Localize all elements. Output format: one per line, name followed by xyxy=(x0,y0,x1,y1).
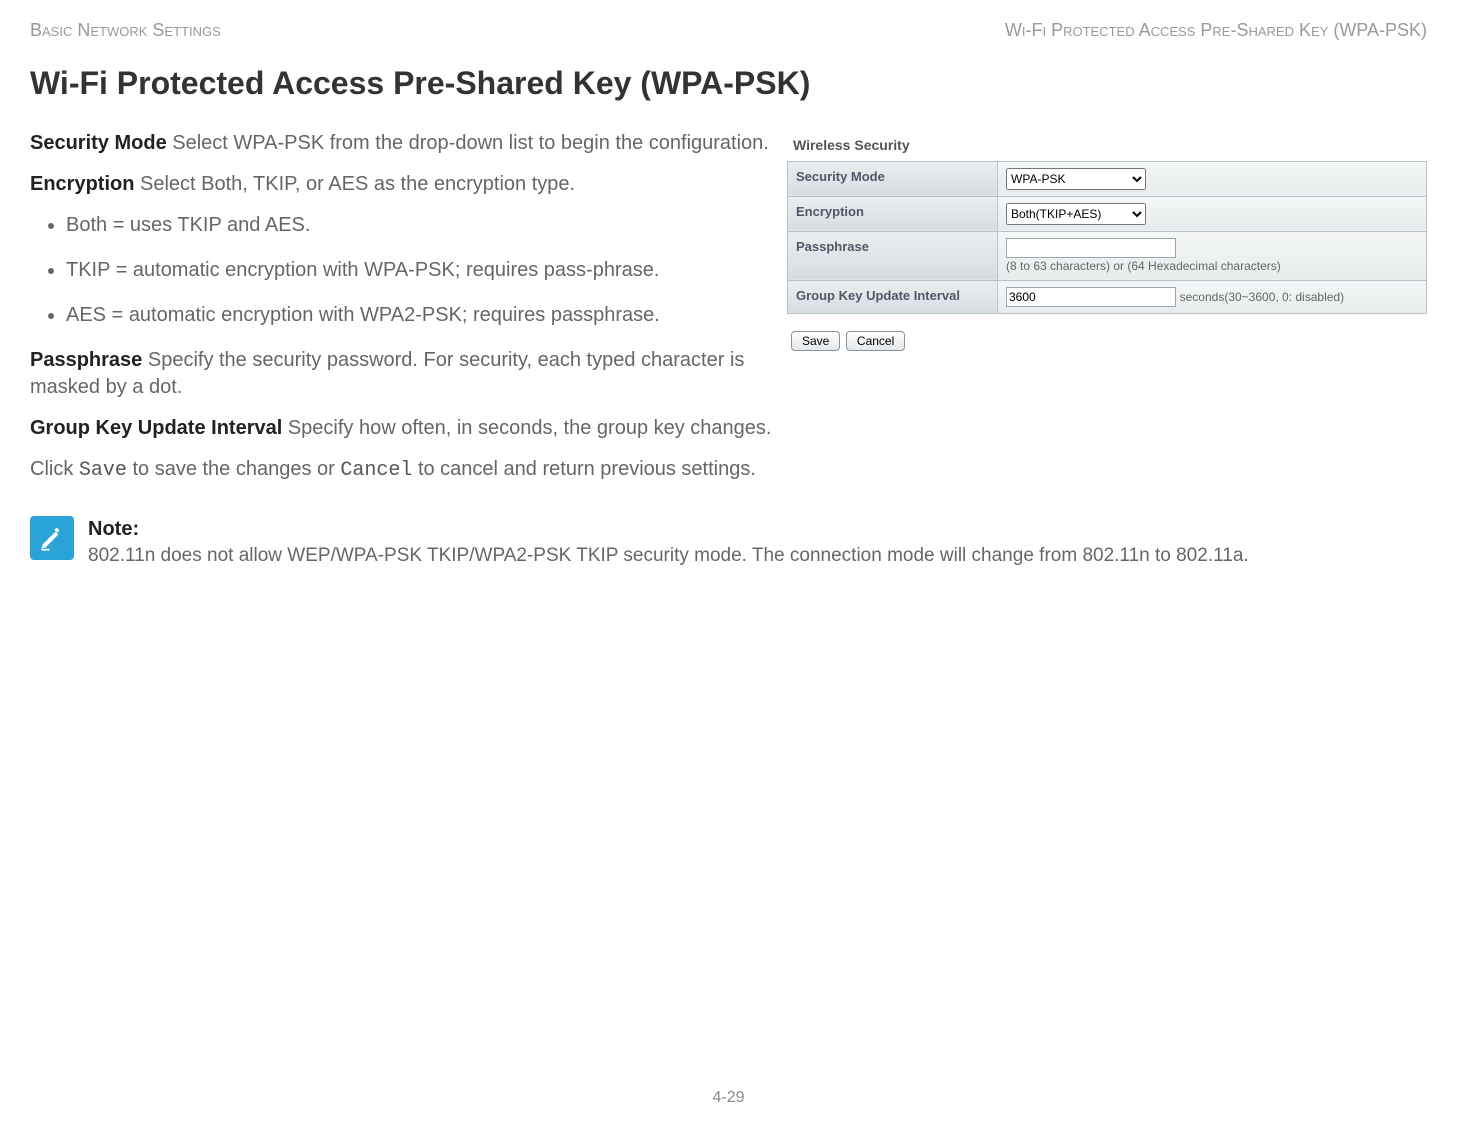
config-table: Security Mode WPA-PSK Encryption Both(TK… xyxy=(787,161,1427,314)
label-security-mode: Security Mode xyxy=(788,161,998,196)
para-gkui: Group Key Update Interval Specify how of… xyxy=(30,415,1427,442)
para-save-cancel: Click Save to save the changes or Cancel… xyxy=(30,456,1427,484)
header-left: Basic Network Settings xyxy=(30,20,221,41)
label-gkui: Group Key Update Interval xyxy=(788,281,998,314)
note-body: Note: 802.11n does not allow WEP/WPA-PSK… xyxy=(88,516,1249,569)
term-security-mode: Security Mode xyxy=(30,132,167,154)
save-post: to cancel and return previous settings. xyxy=(412,458,756,480)
page-title: Wi-Fi Protected Access Pre-Shared Key (W… xyxy=(30,65,1427,102)
term-gkui: Group Key Update Interval xyxy=(30,417,282,439)
security-mode-select[interactable]: WPA-PSK xyxy=(1006,168,1146,190)
note-title: Note: xyxy=(88,516,1249,543)
header-right: Wi-Fi Protected Access Pre-Shared Key (W… xyxy=(1005,20,1427,41)
note-text: 802.11n does not allow WEP/WPA-PSK TKIP/… xyxy=(88,543,1249,569)
row-security-mode: Security Mode WPA-PSK xyxy=(788,161,1427,196)
term-passphrase: Passphrase xyxy=(30,349,142,371)
save-word: Save xyxy=(79,459,127,482)
label-passphrase: Passphrase xyxy=(788,231,998,280)
text-security-mode: Select WPA-PSK from the drop-down list t… xyxy=(167,132,769,154)
row-encryption: Encryption Both(TKIP+AES) xyxy=(788,196,1427,231)
save-button[interactable]: Save xyxy=(791,331,840,351)
panel-title: Wireless Security xyxy=(793,136,1427,155)
cancel-button[interactable]: Cancel xyxy=(846,331,905,351)
encryption-select[interactable]: Both(TKIP+AES) xyxy=(1006,203,1146,225)
gkui-input[interactable] xyxy=(1006,287,1176,307)
row-passphrase: Passphrase (8 to 63 characters) or (64 H… xyxy=(788,231,1427,280)
gkui-suffix: seconds(30~3600, 0: disabled) xyxy=(1180,290,1344,304)
text-encryption: Select Both, TKIP, or AES as the encrypt… xyxy=(134,173,575,195)
term-encryption: Encryption xyxy=(30,173,134,195)
page-number: 4-29 xyxy=(30,1089,1427,1107)
save-mid: to save the changes or xyxy=(127,458,340,480)
page-header: Basic Network Settings Wi-Fi Protected A… xyxy=(30,20,1427,41)
passphrase-input[interactable] xyxy=(1006,238,1176,258)
note-block: Note: 802.11n does not allow WEP/WPA-PSK… xyxy=(30,516,1427,569)
text-gkui: Specify how often, in seconds, the group… xyxy=(282,417,771,439)
label-encryption: Encryption xyxy=(788,196,998,231)
note-pencil-icon xyxy=(30,516,74,560)
save-pre: Click xyxy=(30,458,79,480)
cancel-word: Cancel xyxy=(340,459,412,482)
wireless-security-screenshot: Wireless Security Security Mode WPA-PSK … xyxy=(787,130,1427,353)
para-passphrase: Passphrase Specify the security password… xyxy=(30,347,1427,401)
passphrase-hint: (8 to 63 characters) or (64 Hexadecimal … xyxy=(1006,258,1418,274)
row-group-key-interval: Group Key Update Interval seconds(30~360… xyxy=(788,281,1427,314)
